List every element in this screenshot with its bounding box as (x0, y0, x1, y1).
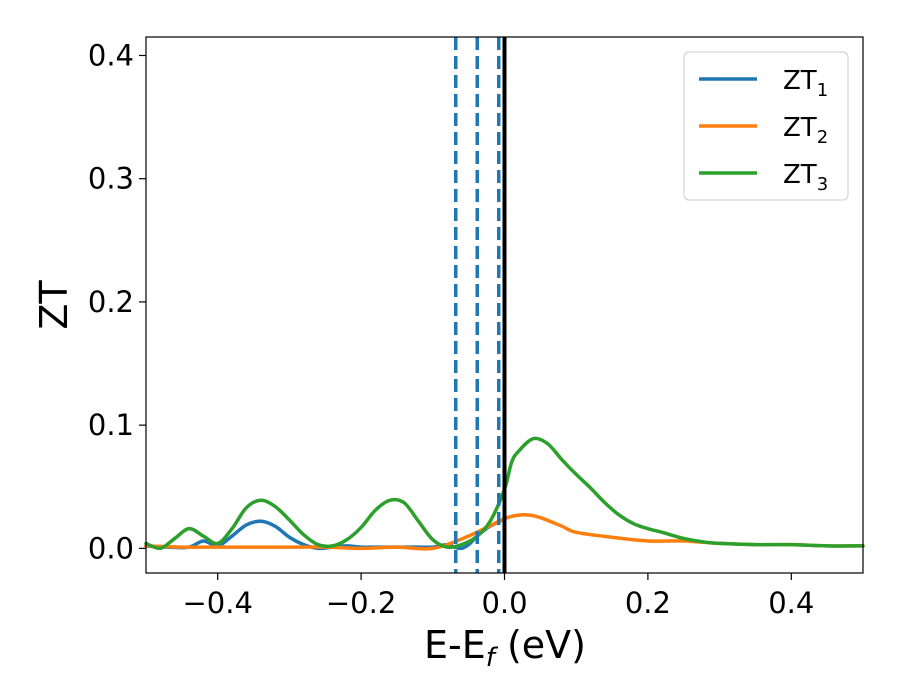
x-tick-label: 0.4 (768, 586, 814, 620)
x-axis: −0.4 −0.2 0.0 0.2 0.4 (182, 573, 814, 620)
legend-label-2: ZT2 (783, 113, 828, 148)
x-tick-label: 0.0 (481, 586, 527, 620)
y-tick-label: 0.2 (88, 285, 134, 319)
series-line-3 (144, 436, 865, 551)
x-tick-label: 0.2 (625, 586, 671, 620)
y-tick-label: 0.4 (88, 38, 134, 72)
x-tick-label: −0.2 (326, 586, 396, 620)
series-layer (144, 436, 865, 551)
x-axis-label: E-Ef (eV) (424, 623, 586, 673)
legend: ZT1 ZT2 ZT3 (683, 51, 849, 201)
x-tick-label: −0.4 (182, 586, 252, 620)
vline-layer (453, 37, 507, 573)
y-tick-label: 0.0 (88, 531, 134, 565)
y-axis-label: ZT (32, 280, 76, 330)
y-axis: 0.0 0.1 0.2 0.3 0.4 (88, 38, 146, 565)
legend-box (683, 51, 849, 201)
y-tick-label: 0.1 (88, 408, 134, 442)
legend-label-1: ZT1 (783, 66, 828, 101)
x-axis-label-unit: (eV) (495, 623, 586, 667)
y-tick-label: 0.3 (88, 162, 134, 196)
legend-label-3: ZT3 (783, 160, 828, 195)
